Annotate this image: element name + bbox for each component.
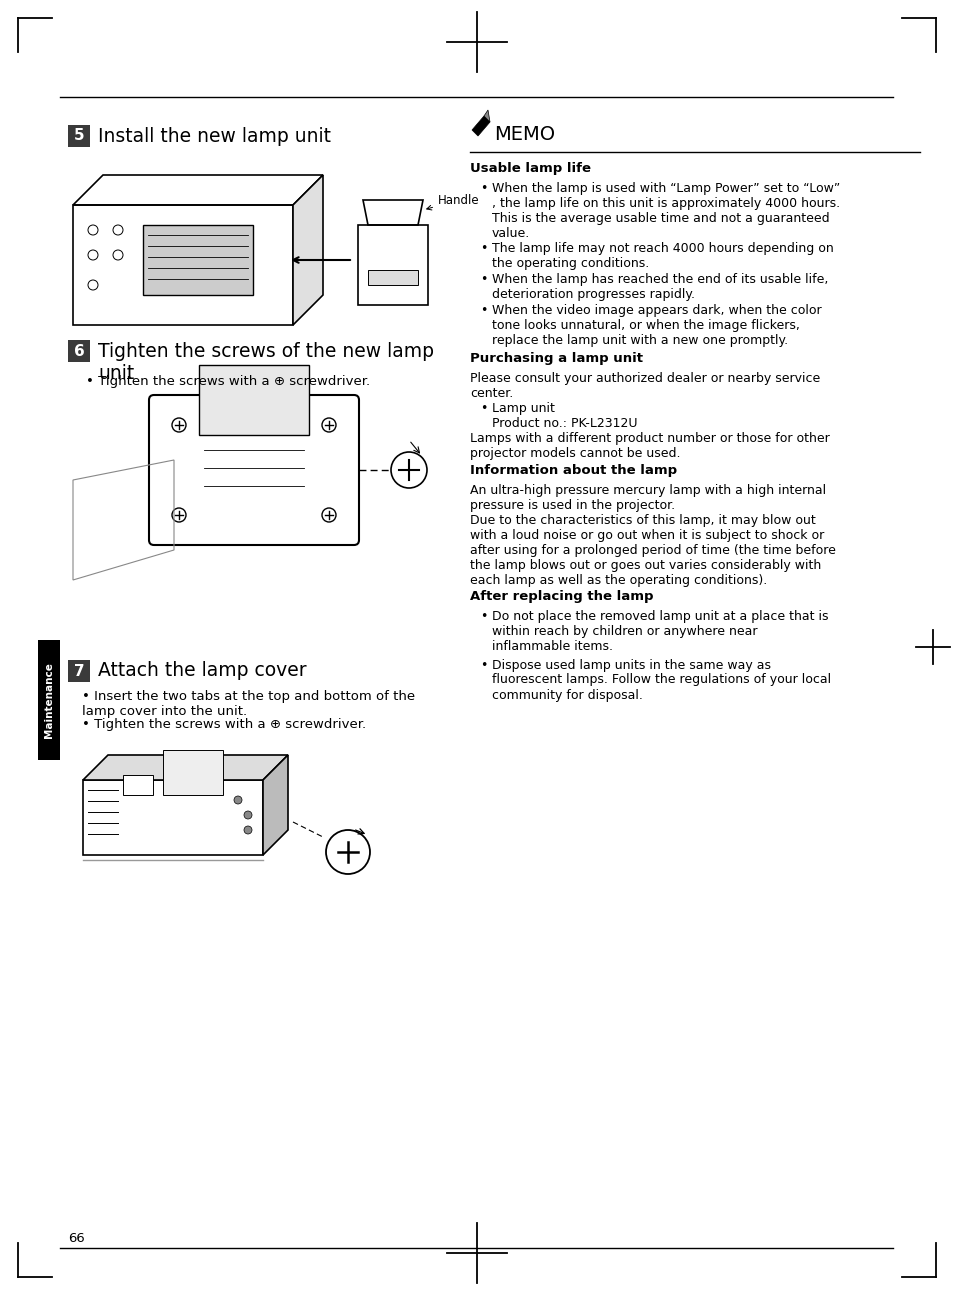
Bar: [143, 225, 253, 295]
Bar: [199, 365, 309, 435]
Text: 6: 6: [73, 343, 84, 359]
Text: Attach the lamp cover: Attach the lamp cover: [98, 662, 306, 680]
Text: An ultra-high pressure mercury lamp with a high internal
pressure is used in the: An ultra-high pressure mercury lamp with…: [470, 484, 825, 512]
Text: Do not place the removed lamp unit at a place that is
within reach by children o: Do not place the removed lamp unit at a …: [492, 610, 827, 653]
Text: Please consult your authorized dealer or nearby service
center.: Please consult your authorized dealer or…: [470, 372, 820, 400]
Circle shape: [244, 826, 252, 834]
Text: •: •: [479, 242, 487, 255]
Text: •: •: [479, 401, 487, 414]
Bar: [68, 126, 90, 148]
Bar: [123, 774, 152, 795]
Bar: [68, 341, 90, 363]
Text: Install the new lamp unit: Install the new lamp unit: [98, 127, 331, 145]
Bar: [38, 640, 60, 760]
Polygon shape: [263, 755, 288, 855]
Text: • Tighten the screws with a ⊕ screwdriver.: • Tighten the screws with a ⊕ screwdrive…: [82, 717, 366, 730]
Text: After replacing the lamp: After replacing the lamp: [470, 591, 653, 603]
Text: Handle: Handle: [426, 193, 479, 210]
Text: 5: 5: [73, 128, 84, 144]
Text: •: •: [479, 610, 487, 623]
Text: •: •: [479, 658, 487, 672]
Text: When the lamp is used with “Lamp Power” set to “Low”
, the lamp life on this uni: When the lamp is used with “Lamp Power” …: [492, 183, 840, 240]
Text: Purchasing a lamp unit: Purchasing a lamp unit: [470, 352, 642, 365]
Polygon shape: [483, 110, 490, 122]
Text: Lamp unit
Product no.: PK-L2312U: Lamp unit Product no.: PK-L2312U: [492, 401, 637, 430]
Polygon shape: [293, 175, 323, 325]
Text: Lamps with a different product number or those for other
projector models cannot: Lamps with a different product number or…: [470, 433, 829, 460]
Text: Information about the lamp: Information about the lamp: [470, 464, 677, 477]
Text: •: •: [479, 304, 487, 317]
Text: The lamp life may not reach 4000 hours depending on
the operating conditions.: The lamp life may not reach 4000 hours d…: [492, 242, 833, 269]
Bar: [368, 269, 417, 285]
Text: • Tighten the screws with a ⊕ screwdriver.: • Tighten the screws with a ⊕ screwdrive…: [86, 376, 370, 388]
Text: When the lamp has reached the end of its usable life,
deterioration progresses r: When the lamp has reached the end of its…: [492, 273, 827, 300]
Polygon shape: [472, 117, 490, 136]
Text: Tighten the screws of the new lamp
unit: Tighten the screws of the new lamp unit: [98, 342, 434, 383]
Text: 66: 66: [68, 1232, 85, 1244]
Text: •: •: [479, 273, 487, 286]
Text: • Insert the two tabs at the top and bottom of the
lamp cover into the unit.: • Insert the two tabs at the top and bot…: [82, 690, 415, 717]
Text: Dispose used lamp units in the same way as
fluorescent lamps. Follow the regulat: Dispose used lamp units in the same way …: [492, 658, 830, 702]
Bar: [163, 750, 223, 795]
Text: Maintenance: Maintenance: [44, 662, 54, 738]
Circle shape: [244, 811, 252, 818]
Circle shape: [233, 796, 242, 804]
Text: When the video image appears dark, when the color
tone looks unnatural, or when : When the video image appears dark, when …: [492, 304, 821, 347]
Bar: [68, 660, 90, 682]
Text: MEMO: MEMO: [494, 126, 555, 144]
Text: Due to the characteristics of this lamp, it may blow out
with a loud noise or go: Due to the characteristics of this lamp,…: [470, 514, 835, 587]
FancyBboxPatch shape: [149, 395, 358, 545]
Text: Usable lamp life: Usable lamp life: [470, 162, 590, 175]
Text: 7: 7: [73, 663, 84, 679]
Text: •: •: [479, 183, 487, 196]
Polygon shape: [83, 755, 288, 780]
